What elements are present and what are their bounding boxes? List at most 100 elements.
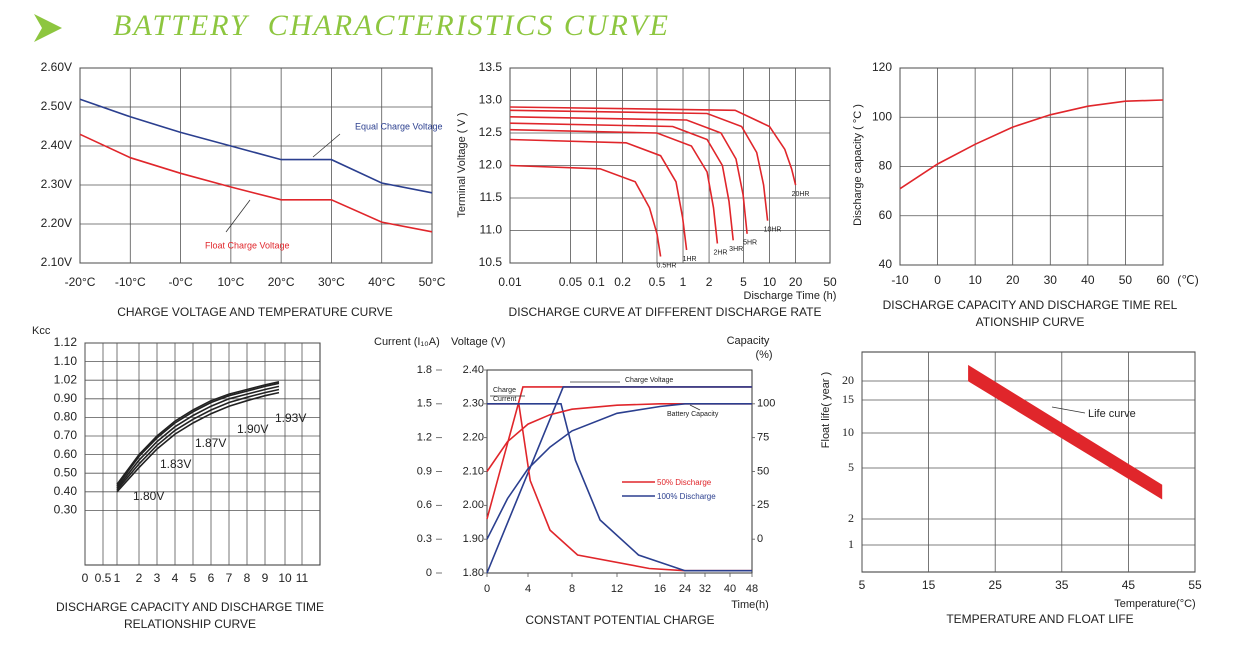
x-tick-label: 0.5 (649, 275, 666, 289)
y-tick-label: 1.8 (417, 364, 432, 376)
y3-tick-label: 75 (757, 432, 769, 444)
annotation: Current (493, 396, 516, 403)
x-tick-label: 15 (922, 578, 936, 592)
x-tick-label: 10°C (217, 275, 244, 289)
series-line (79, 98, 433, 194)
chart-title: TEMPERATURE AND FLOAT LIFE (946, 612, 1133, 626)
y2-tick-label: 2.30 (463, 398, 484, 410)
x-tick-label: 25 (989, 578, 1003, 592)
x-tick-label: 5 (859, 578, 866, 592)
series-line (116, 385, 280, 489)
y-tick-label: 100 (872, 109, 892, 123)
chart-title: RELATIONSHIP CURVE (124, 617, 256, 631)
x-tick-label: 7 (226, 571, 233, 585)
x-tick-label: 4 (172, 571, 179, 585)
x-tick-label: 35 (1055, 578, 1069, 592)
y2-tick-label: 2.40 (463, 364, 484, 376)
x-tick-label: 0.2 (614, 275, 631, 289)
x-axis-label: Discharge Time (h) (744, 290, 837, 302)
pointer-line (225, 199, 251, 233)
y2-tick-label: 2.20 (463, 432, 484, 444)
y-tick-label: 0.30 (54, 503, 78, 517)
annotation: Charge Voltage (625, 377, 673, 384)
x-tick-label: 40°C (368, 275, 395, 289)
y-tick-label: 13.5 (479, 60, 503, 74)
series-label: 20HR (792, 191, 810, 198)
x-tick-label: -0°C (169, 275, 193, 289)
y3-axis-label: Capacity (727, 335, 770, 347)
y-tick-label: 40 (879, 257, 893, 271)
x-tick-label: 11 (296, 571, 309, 585)
x-tick-label: 0 (934, 273, 941, 287)
y-tick-label: 11.0 (480, 223, 503, 237)
x-tick-label: 40 (1081, 273, 1095, 287)
y-tick-label: 0.70 (54, 428, 78, 442)
y-tick-label: 80 (879, 159, 893, 173)
y-tick-label: 0.50 (54, 465, 78, 479)
series-line (509, 116, 748, 234)
y-tick-label: 0 (426, 567, 432, 579)
y-tick-label: 2.20V (41, 216, 72, 230)
x-tick-label: 12 (611, 583, 623, 595)
series-label: 1HR (683, 256, 697, 263)
page-title: BATTERY CHARACTERISTICS CURVE (113, 9, 670, 42)
y-tick-label: 12.0 (479, 158, 503, 172)
series-line (486, 386, 752, 574)
chart-title: CHARGE VOLTAGE AND TEMPERATURE CURVE (117, 305, 393, 319)
y-axis-label: Discharge capacity ( °C ) (852, 104, 864, 226)
chart-title: CONSTANT POTENTIAL CHARGE (525, 613, 714, 627)
x-tick-label: 60 (1156, 273, 1170, 287)
series-line (509, 106, 797, 186)
y2-tick-label: 1.90 (463, 533, 484, 545)
x-tick-label: 5 (190, 571, 197, 585)
series-label: 1.93V (275, 411, 306, 425)
annotation: Charge (493, 387, 516, 394)
x-tick-label: 6 (208, 571, 215, 585)
y-axis-label: Kcc (32, 325, 51, 337)
y3-tick-label: 100 (757, 398, 775, 410)
y-tick-label: 2.50V (41, 99, 72, 113)
x-tick-label: 16 (654, 583, 666, 595)
series-line (487, 403, 752, 572)
header-arrow (34, 14, 62, 42)
y-tick-label: 0.9 (417, 465, 432, 477)
series-line (509, 109, 769, 221)
x-tick-label: 5 (740, 275, 747, 289)
x-tick-label: 0.1 (588, 275, 605, 289)
series-label: 1.80V (133, 489, 164, 503)
life-band (968, 364, 1163, 500)
series-line (486, 403, 752, 540)
series-line (509, 128, 719, 244)
series-line (116, 382, 280, 487)
y-tick-label: 0.6 (417, 499, 432, 511)
x-tick-label: 4 (525, 583, 531, 595)
series-line (116, 391, 280, 493)
x-tick-label: 24 (679, 583, 691, 595)
plot-frame (79, 67, 433, 264)
x-tick-label: 2 (706, 275, 713, 289)
y-tick-label: 1.10 (54, 354, 78, 368)
x-tick-label: 0 (484, 583, 490, 595)
series-line (487, 403, 752, 572)
x-tick-label: 8 (569, 583, 575, 595)
x-axis-label: Temperature(°C) (1114, 598, 1195, 610)
x-tick-label: 10 (278, 571, 292, 585)
y3-tick-label: 50 (757, 465, 769, 477)
x-tick-label: 0 (82, 571, 89, 585)
x-axis-unit: (℃) (1177, 273, 1198, 287)
series-label: 10HR (764, 227, 782, 234)
y-tick-label: 2.60V (41, 60, 72, 74)
y-tick-label: 2.10V (41, 255, 72, 269)
x-tick-label: -10°C (115, 275, 146, 289)
series-label: Equal Charge Voltage (355, 121, 443, 131)
chart-title: DISCHARGE CAPACITY AND DISCHARGE TIME (56, 600, 324, 614)
y-axis-label: Float life( year ) (820, 372, 832, 448)
x-tick-label: 32 (699, 583, 711, 595)
y-tick-label: 2.40V (41, 138, 72, 152)
series-label: 2HR (713, 249, 727, 256)
series-line (509, 164, 662, 257)
series-line (116, 381, 280, 485)
x-tick-label: 55 (1188, 578, 1202, 592)
x-tick-label: 10 (763, 275, 777, 289)
chart-title: DISCHARGE CURVE AT DIFFERENT DISCHARGE R… (509, 305, 822, 319)
